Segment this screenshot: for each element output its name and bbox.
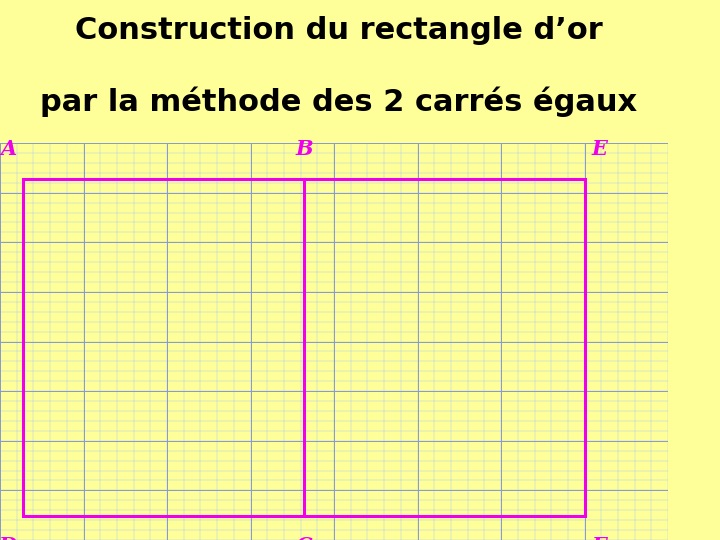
Text: C: C xyxy=(296,536,312,540)
Text: E: E xyxy=(591,139,607,159)
Text: A: A xyxy=(1,139,17,159)
Text: F: F xyxy=(591,536,606,540)
Text: D: D xyxy=(0,536,17,540)
Text: B: B xyxy=(295,139,312,159)
Text: Construction du rectangle d’or: Construction du rectangle d’or xyxy=(75,16,602,45)
Bar xyxy=(23,179,585,516)
Text: par la méthode des 2 carrés égaux: par la méthode des 2 carrés égaux xyxy=(40,86,637,117)
